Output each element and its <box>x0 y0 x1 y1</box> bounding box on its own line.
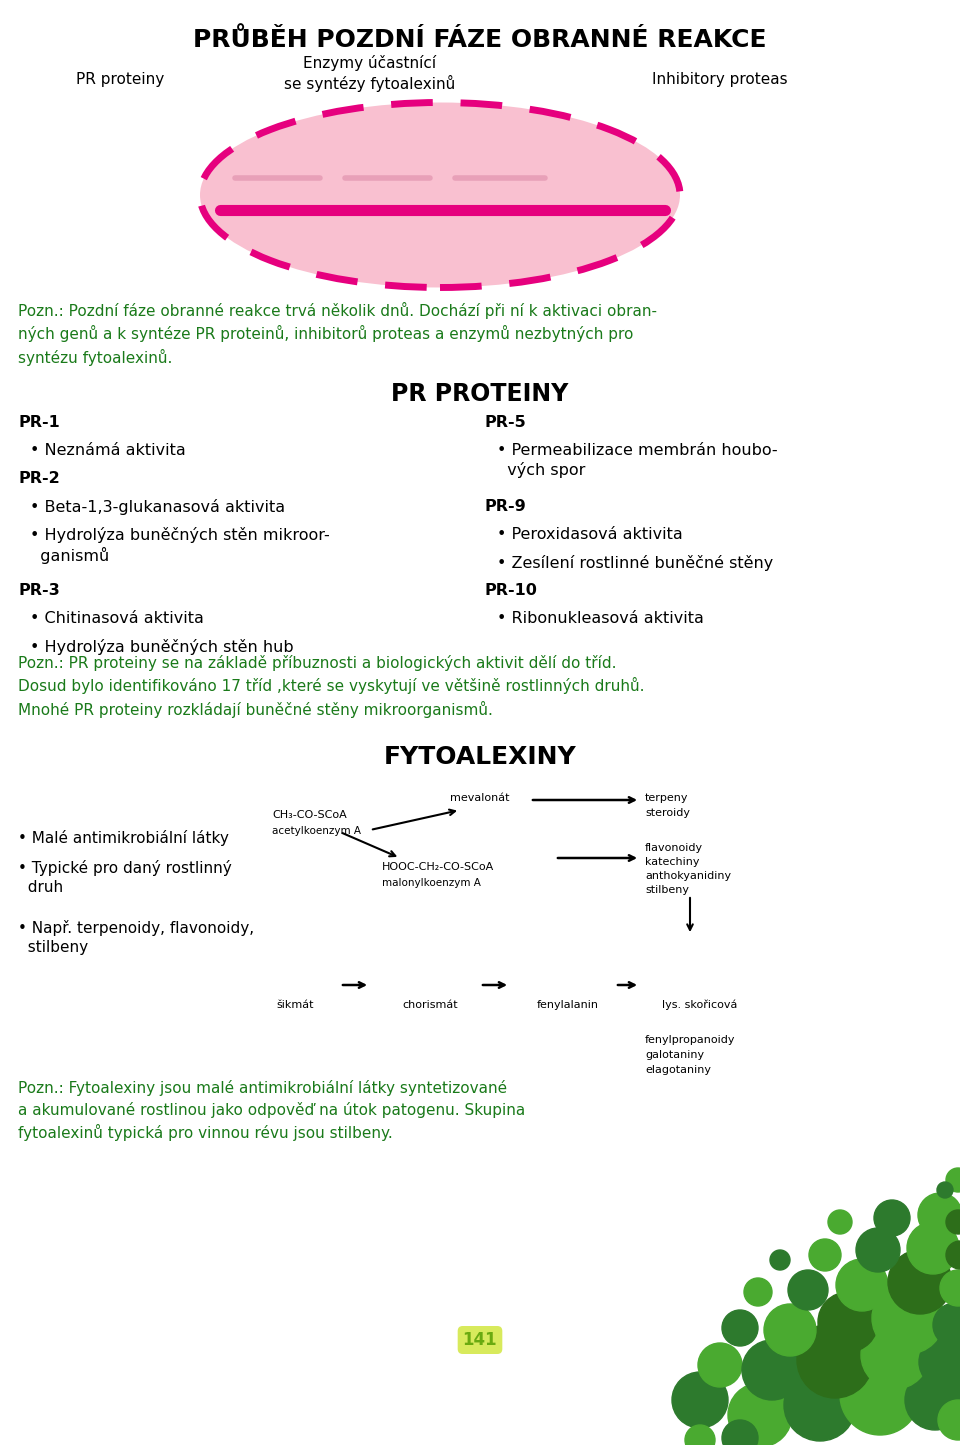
Text: 141: 141 <box>463 1331 497 1350</box>
Text: • Permeabilizace membrán houbo-
  vých spor: • Permeabilizace membrán houbo- vých spo… <box>497 444 778 478</box>
Text: steroidy: steroidy <box>645 808 690 818</box>
Text: fenylalanin: fenylalanin <box>537 1000 599 1010</box>
Text: PR-9: PR-9 <box>485 499 527 514</box>
Text: • Beta-1,3-glukanasová aktivita: • Beta-1,3-glukanasová aktivita <box>30 499 285 514</box>
Text: PR-3: PR-3 <box>18 582 60 598</box>
Text: CH₃-CO-SCoA: CH₃-CO-SCoA <box>272 811 347 819</box>
Text: mevalonát: mevalonát <box>450 793 510 803</box>
Circle shape <box>872 1282 944 1354</box>
Circle shape <box>937 1182 953 1198</box>
Text: PR-10: PR-10 <box>485 582 538 598</box>
Circle shape <box>940 1270 960 1306</box>
Circle shape <box>933 1303 960 1347</box>
Text: • Zesílení rostlinné buněčné stěny: • Zesílení rostlinné buněčné stěny <box>497 555 773 571</box>
Text: Enzymy účastnící
se syntézy fytoalexinů: Enzymy účastnící se syntézy fytoalexinů <box>284 55 456 92</box>
Circle shape <box>874 1199 910 1235</box>
Circle shape <box>918 1194 960 1237</box>
Text: HOOC-CH₂-CO-SCoA: HOOC-CH₂-CO-SCoA <box>382 863 494 871</box>
Circle shape <box>828 1209 852 1234</box>
Circle shape <box>856 1228 900 1272</box>
Text: acetylkoenzym A: acetylkoenzym A <box>272 827 361 837</box>
Text: PR-5: PR-5 <box>485 415 527 431</box>
Text: • Např. terpenoidy, flavonoidy,
  stilbeny: • Např. terpenoidy, flavonoidy, stilbeny <box>18 920 254 955</box>
Text: malonylkoenzym A: malonylkoenzym A <box>382 879 481 889</box>
Text: stilbeny: stilbeny <box>645 884 689 894</box>
Text: PR proteiny: PR proteiny <box>76 72 164 87</box>
Circle shape <box>722 1311 758 1345</box>
Text: PR-1: PR-1 <box>18 415 60 431</box>
Text: Inhibitory proteas: Inhibitory proteas <box>652 72 788 87</box>
Text: FYTOALEXINY: FYTOALEXINY <box>384 746 576 769</box>
Circle shape <box>722 1420 758 1445</box>
Circle shape <box>728 1383 792 1445</box>
Text: • Peroxidasová aktivita: • Peroxidasová aktivita <box>497 527 683 542</box>
Circle shape <box>840 1355 920 1435</box>
Text: fenylpropanoidy: fenylpropanoidy <box>645 1035 735 1045</box>
Circle shape <box>784 1368 856 1441</box>
Circle shape <box>946 1209 960 1234</box>
Circle shape <box>685 1425 715 1445</box>
Text: PRŮBĚH POZDNÍ FÁZE OBRANNÉ REAKCE: PRŮBĚH POZDNÍ FÁZE OBRANNÉ REAKCE <box>193 27 767 52</box>
Circle shape <box>919 1337 960 1389</box>
Circle shape <box>742 1340 802 1400</box>
Text: galotaniny: galotaniny <box>645 1051 704 1061</box>
Text: Pozn.: PR proteiny se na základě příbuznosti a biologických aktivit dělí do tříd: Pozn.: PR proteiny se na základě příbuzn… <box>18 655 644 718</box>
Ellipse shape <box>200 103 680 288</box>
Circle shape <box>818 1292 878 1353</box>
Circle shape <box>797 1322 873 1397</box>
Circle shape <box>938 1400 960 1441</box>
Text: chorismát: chorismát <box>402 1000 458 1010</box>
Text: • Ribonukleasová aktivita: • Ribonukleasová aktivita <box>497 611 704 626</box>
Text: flavonoidy: flavonoidy <box>645 842 703 853</box>
Circle shape <box>907 1222 959 1274</box>
Text: katechiny: katechiny <box>645 857 700 867</box>
Text: terpeny: terpeny <box>645 793 688 803</box>
Text: Pozn.: Pozdní fáze obranné reakce trvá několik dnů. Dochází při ní k aktivaci ob: Pozn.: Pozdní fáze obranné reakce trvá n… <box>18 302 657 366</box>
Circle shape <box>788 1270 828 1311</box>
Text: PR-2: PR-2 <box>18 471 60 486</box>
Circle shape <box>946 1168 960 1192</box>
Circle shape <box>905 1370 960 1431</box>
Text: • Chitinasová aktivita: • Chitinasová aktivita <box>30 611 204 626</box>
Circle shape <box>946 1241 960 1269</box>
Text: • Neznámá aktivita: • Neznámá aktivita <box>30 444 185 458</box>
Circle shape <box>672 1371 728 1428</box>
Circle shape <box>744 1277 772 1306</box>
Text: • Malé antimikrobiální látky: • Malé antimikrobiální látky <box>18 829 228 845</box>
Text: • Hydrolýza buněčných stěn mikroor-
  ganismů: • Hydrolýza buněčných stěn mikroor- gani… <box>30 527 329 564</box>
Text: elagotaniny: elagotaniny <box>645 1065 711 1075</box>
Text: Pozn.: Fytoalexiny jsou malé antimikrobiální látky syntetizované
a akumulované r: Pozn.: Fytoalexiny jsou malé antimikrobi… <box>18 1079 525 1142</box>
Circle shape <box>888 1250 952 1314</box>
Circle shape <box>809 1238 841 1272</box>
Circle shape <box>861 1321 929 1389</box>
Circle shape <box>764 1303 816 1355</box>
Text: šikmát: šikmát <box>276 1000 314 1010</box>
Text: lys. skořicová: lys. skořicová <box>662 1000 737 1010</box>
Text: PR PROTEINY: PR PROTEINY <box>392 381 568 406</box>
Circle shape <box>836 1259 888 1311</box>
Text: • Hydrolýza buněčných stěn hub: • Hydrolýza buněčných stěn hub <box>30 639 294 655</box>
Text: anthokyanidiny: anthokyanidiny <box>645 871 732 881</box>
Circle shape <box>770 1250 790 1270</box>
Text: • Typické pro daný rostlinný
  druh: • Typické pro daný rostlinný druh <box>18 860 231 894</box>
Circle shape <box>698 1342 742 1387</box>
